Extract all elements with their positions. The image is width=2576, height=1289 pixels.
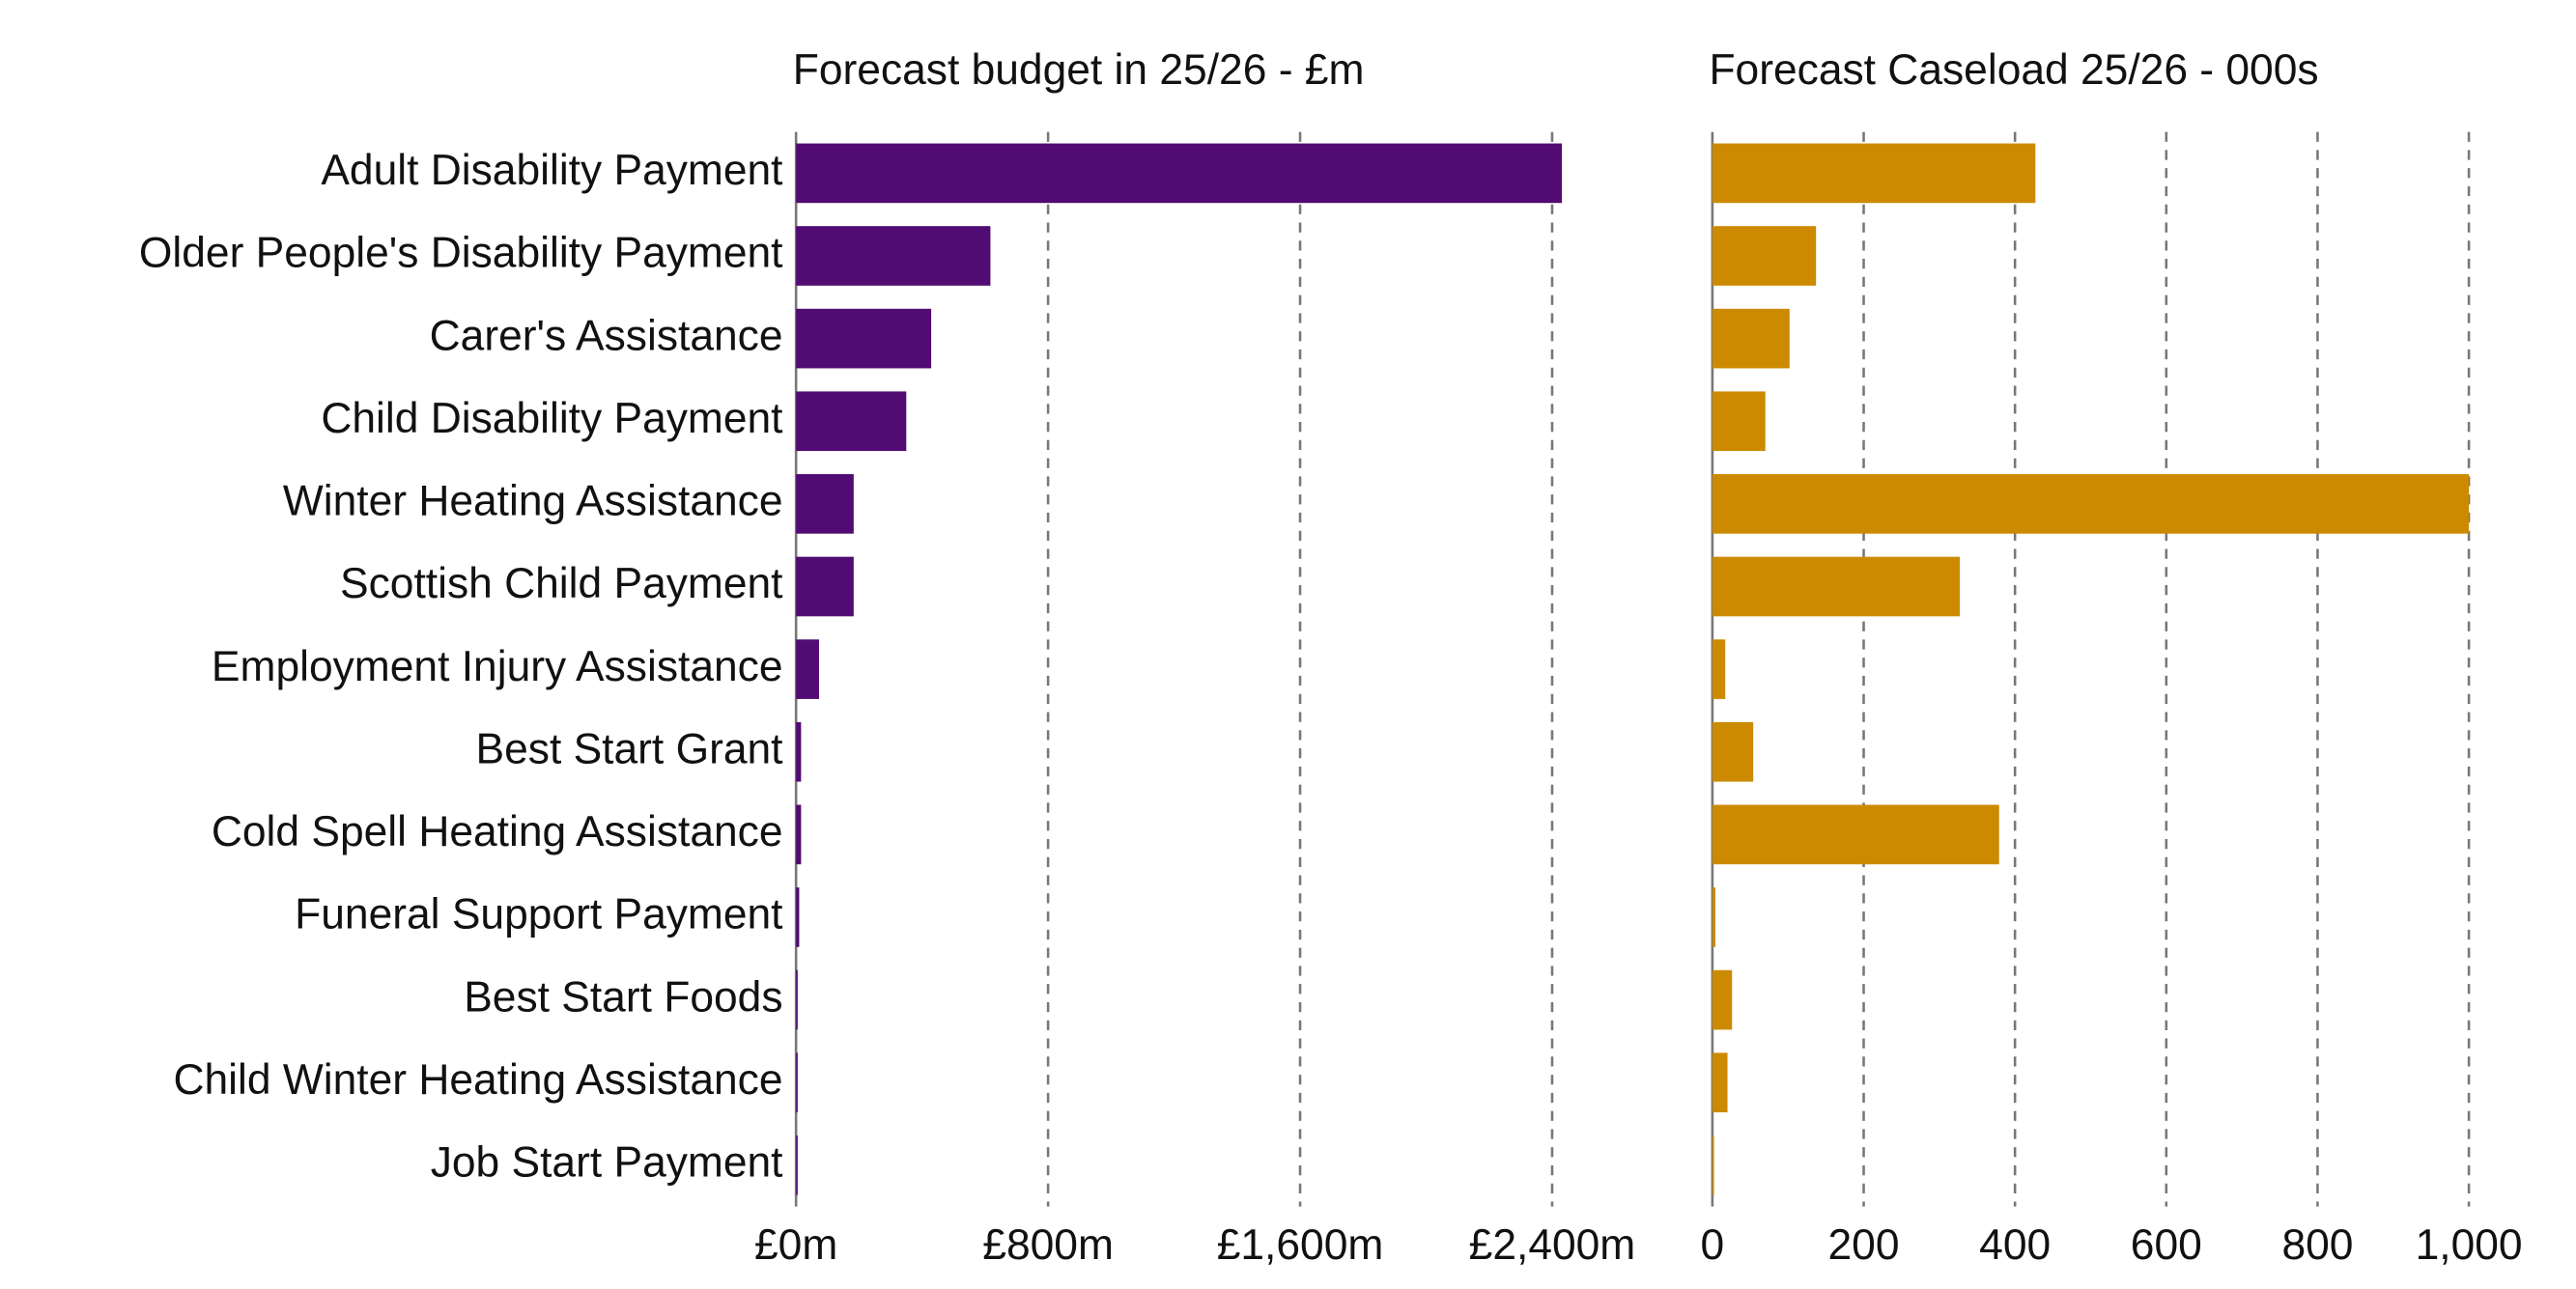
x-tick-label: 400 <box>1979 1221 2051 1269</box>
bar <box>1712 887 1716 947</box>
category-label: Cold Spell Heating Assistance <box>212 808 783 855</box>
bar <box>796 721 802 782</box>
x-tick-label: 600 <box>2131 1221 2202 1269</box>
bar <box>796 308 932 369</box>
bar <box>796 804 802 865</box>
x-tick-label: £0m <box>754 1221 837 1269</box>
bar <box>1712 804 1999 865</box>
bar <box>1712 969 1733 1030</box>
category-label: Scottish Child Payment <box>340 560 782 607</box>
category-label: Older People's Disability Payment <box>139 230 783 277</box>
bar <box>796 474 854 534</box>
bar <box>1712 721 1754 782</box>
bar <box>796 969 798 1030</box>
x-tick-label: 200 <box>1828 1221 1900 1269</box>
bar <box>796 556 854 617</box>
x-tick-label: 800 <box>2281 1221 2353 1269</box>
category-label: Job Start Payment <box>431 1139 783 1187</box>
bar <box>1712 226 1817 286</box>
bar <box>1712 474 2470 534</box>
bar <box>796 143 1563 204</box>
bar <box>1712 556 1960 617</box>
bar <box>1712 308 1790 369</box>
category-label: Child Disability Payment <box>321 395 782 442</box>
category-label: Adult Disability Payment <box>321 147 782 194</box>
bar <box>1712 1135 1714 1195</box>
x-tick-label: 1,000 <box>2416 1221 2523 1269</box>
chart-title: Forecast Caseload 25/26 - 000s <box>1709 46 2318 94</box>
bar <box>796 639 819 699</box>
bar <box>1712 391 1766 452</box>
bar <box>796 887 800 947</box>
x-tick-label: £2,400m <box>1469 1221 1636 1269</box>
bar <box>1712 639 1726 699</box>
category-label: Carer's Assistance <box>430 312 783 359</box>
bar <box>1712 143 2036 204</box>
bar <box>796 1052 798 1113</box>
category-label: Child Winter Heating Assistance <box>173 1056 782 1104</box>
category-label: Employment Injury Assistance <box>212 643 783 690</box>
chart-title: Forecast budget in 25/26 - £m <box>793 46 1365 94</box>
bar <box>796 226 991 286</box>
x-tick-label: £1,600m <box>1217 1221 1384 1269</box>
bar <box>796 391 907 452</box>
category-label: Best Start Grant <box>476 725 783 772</box>
x-tick-label: 0 <box>1701 1221 1725 1269</box>
category-label: Funeral Support Payment <box>295 891 782 939</box>
bar <box>1712 1052 1728 1113</box>
bar <box>796 1135 798 1195</box>
category-label: Best Start Foods <box>464 973 782 1021</box>
x-tick-label: £800m <box>982 1221 1114 1269</box>
category-label: Winter Heating Assistance <box>283 478 783 525</box>
